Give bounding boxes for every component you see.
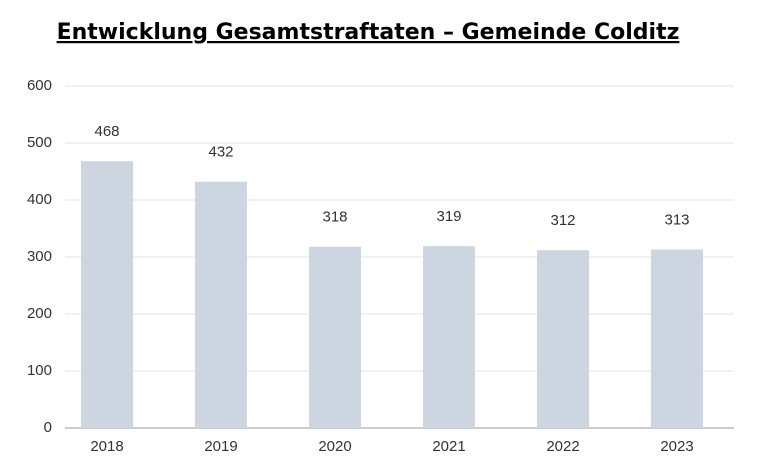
x-tick-label: 2018 [90,438,123,455]
bar [309,246,361,428]
y-tick-label: 400 [27,191,52,208]
bar [423,246,475,428]
data-label: 313 [664,212,689,229]
x-tick-label: 2023 [660,438,693,455]
bar [195,181,247,428]
x-tick-label: 2022 [546,438,579,455]
x-tick-label: 2020 [318,438,351,455]
y-tick-label: 600 [27,77,52,94]
bar [537,250,589,428]
data-label: 432 [208,144,233,161]
y-tick-label: 200 [27,305,52,322]
y-tick-label: 500 [27,134,52,151]
data-label: 318 [322,209,347,226]
bar [651,249,703,428]
data-label: 319 [436,208,461,225]
data-label: 468 [94,123,119,140]
y-tick-label: 0 [44,419,52,436]
y-tick-label: 300 [27,248,52,265]
y-tick-label: 100 [27,362,52,379]
x-tick-label: 2019 [204,438,237,455]
chart-title: Entwicklung Gesamtstraftaten – Gemeinde … [57,20,680,45]
bar [81,161,133,429]
x-tick-label: 2021 [432,438,465,455]
data-label: 312 [550,212,575,229]
